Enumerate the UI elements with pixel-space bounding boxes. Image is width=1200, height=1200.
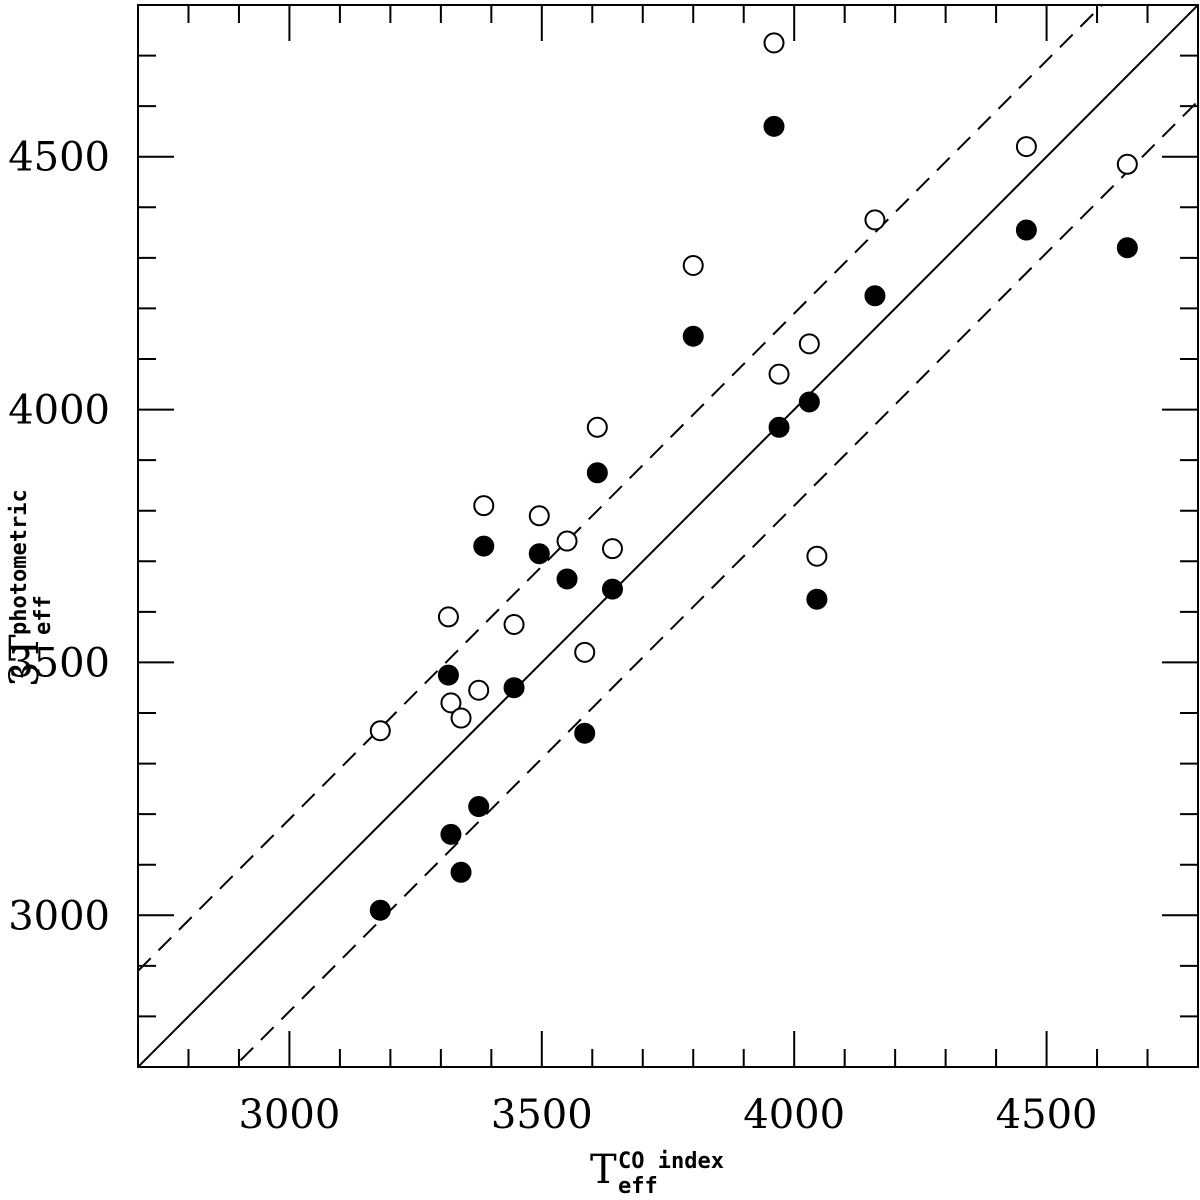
y-axis-label-main: T xyxy=(2,634,48,661)
filled-point xyxy=(601,578,623,600)
filled-point xyxy=(586,462,608,484)
filled-point xyxy=(369,899,391,921)
tick-labels: 3000 3500 4000 4500 3000 3500 4000 4500 xyxy=(8,135,1097,1138)
open-point xyxy=(798,333,820,355)
filled-point xyxy=(450,861,472,883)
open-point xyxy=(574,641,596,663)
open-point xyxy=(806,545,828,567)
filled-point xyxy=(864,285,886,307)
open-point xyxy=(369,720,391,742)
x-tick-label: 3000 xyxy=(239,1092,341,1138)
open-point xyxy=(864,209,886,231)
filled-point xyxy=(1015,219,1037,241)
dashed-offset-line xyxy=(232,100,1198,1067)
y-tick-label: 4000 xyxy=(8,388,110,434)
x-axis-label-main: T xyxy=(590,1147,617,1193)
filled-point xyxy=(682,325,704,347)
open-point xyxy=(763,32,785,54)
open-point xyxy=(528,505,550,527)
open-point xyxy=(450,707,472,729)
filled-point xyxy=(468,796,490,818)
filled-point xyxy=(556,568,578,590)
open-point xyxy=(473,495,495,517)
data-points xyxy=(369,32,1138,921)
filled-point xyxy=(574,722,596,744)
plot-frame xyxy=(137,4,1199,1068)
filled-point xyxy=(437,664,459,686)
filled-point xyxy=(503,677,525,699)
y-tick-label: 4500 xyxy=(8,135,110,181)
open-point xyxy=(1116,153,1138,175)
x-axis-label-sub: eff xyxy=(618,1174,658,1199)
filled-point xyxy=(768,416,790,438)
one-to-one-line xyxy=(138,5,1198,1067)
x-tick-label: 3500 xyxy=(491,1092,593,1138)
filled-point xyxy=(798,391,820,413)
y-axis-label-sub: eff xyxy=(31,595,56,635)
filled-point xyxy=(528,543,550,565)
open-point xyxy=(586,416,608,438)
filled-point xyxy=(763,115,785,137)
open-point xyxy=(440,692,462,714)
open-point xyxy=(437,606,459,628)
y-axis-label-sup: photometric xyxy=(7,489,32,635)
y-axis-label: 3 T eff photometric xyxy=(2,489,56,687)
y-tick-label: 3000 xyxy=(8,893,110,939)
open-point xyxy=(503,614,525,635)
svg-text:T: T xyxy=(2,634,48,661)
x-axis-label-sup: CO index xyxy=(618,1149,724,1174)
x-tick-label: 4500 xyxy=(996,1092,1098,1138)
svg-text:3: 3 xyxy=(2,662,48,687)
open-point xyxy=(468,679,490,701)
open-point xyxy=(768,363,790,385)
filled-point xyxy=(440,823,462,845)
filled-point xyxy=(1116,237,1138,259)
y-tick-label: 3500 xyxy=(8,640,110,686)
reference-lines xyxy=(138,5,1198,1067)
open-point xyxy=(682,254,704,276)
filled-point xyxy=(806,588,828,610)
x-tick-label: 4000 xyxy=(743,1092,845,1138)
x-axis-label: T eff CO index xyxy=(590,1147,724,1200)
open-point xyxy=(601,538,623,560)
axis-ticks xyxy=(137,5,1198,1068)
y-axis-label-prefix: 3 xyxy=(2,662,48,687)
filled-point xyxy=(473,535,495,557)
open-point xyxy=(556,530,578,552)
dashed-offset-line xyxy=(138,5,1104,972)
open-point xyxy=(1015,136,1037,158)
